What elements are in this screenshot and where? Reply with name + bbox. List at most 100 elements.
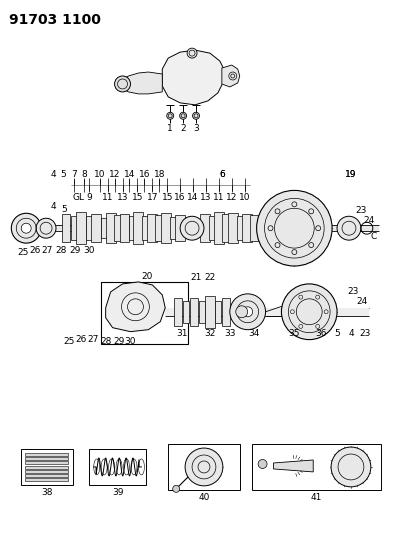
Text: 5: 5 xyxy=(333,329,339,338)
Bar xyxy=(71,216,77,240)
Bar xyxy=(133,212,143,244)
Bar xyxy=(213,212,223,244)
Text: 27: 27 xyxy=(41,246,53,255)
Text: 23: 23 xyxy=(346,287,358,296)
Circle shape xyxy=(166,112,173,119)
Text: 28: 28 xyxy=(100,337,111,346)
Text: 32: 32 xyxy=(204,329,215,338)
Circle shape xyxy=(336,216,360,240)
Polygon shape xyxy=(273,460,312,472)
Bar xyxy=(100,218,106,238)
Bar xyxy=(128,216,134,240)
Bar xyxy=(251,444,380,490)
Circle shape xyxy=(172,486,179,492)
Circle shape xyxy=(184,448,222,486)
Bar xyxy=(236,216,242,240)
Bar xyxy=(25,470,68,473)
Text: 7: 7 xyxy=(71,170,77,179)
Text: 11: 11 xyxy=(101,193,113,202)
Bar xyxy=(76,212,85,244)
Text: 41: 41 xyxy=(310,493,321,502)
Bar xyxy=(25,478,68,481)
Text: 3: 3 xyxy=(192,124,198,133)
Text: 19: 19 xyxy=(344,170,356,179)
Text: 14: 14 xyxy=(124,170,135,179)
Text: 24: 24 xyxy=(355,297,367,306)
Text: 25: 25 xyxy=(63,337,75,346)
Bar xyxy=(142,216,148,240)
Bar xyxy=(221,298,229,326)
Text: 21: 21 xyxy=(190,273,201,282)
Bar xyxy=(161,213,171,243)
Bar xyxy=(215,301,220,322)
Bar xyxy=(21,225,378,231)
Bar xyxy=(227,213,237,243)
Bar xyxy=(205,296,215,328)
Text: 16: 16 xyxy=(174,193,185,202)
Bar xyxy=(25,457,68,460)
Text: 29: 29 xyxy=(69,246,80,255)
Bar xyxy=(62,214,70,242)
Text: C: C xyxy=(370,232,376,241)
Text: 12: 12 xyxy=(225,193,237,202)
Bar xyxy=(25,474,68,477)
Text: 91703 1100: 91703 1100 xyxy=(9,13,101,27)
Text: 9: 9 xyxy=(86,193,91,202)
Text: 34: 34 xyxy=(247,329,259,338)
Bar xyxy=(183,301,188,322)
Text: 8: 8 xyxy=(81,170,87,179)
Text: GL: GL xyxy=(73,193,85,202)
Bar xyxy=(168,444,239,490)
Bar xyxy=(175,215,184,241)
Bar xyxy=(198,301,205,322)
Text: 5: 5 xyxy=(61,205,67,214)
Bar xyxy=(221,214,229,242)
Text: 39: 39 xyxy=(111,488,123,497)
Bar xyxy=(155,215,163,241)
Polygon shape xyxy=(221,65,239,87)
Bar xyxy=(241,214,251,242)
Circle shape xyxy=(179,112,186,119)
Bar xyxy=(25,462,68,464)
Bar xyxy=(170,217,176,239)
Text: 40: 40 xyxy=(198,493,209,502)
Circle shape xyxy=(21,223,31,233)
Circle shape xyxy=(229,294,265,330)
Text: 27: 27 xyxy=(87,335,98,344)
Bar xyxy=(85,216,91,240)
Bar xyxy=(165,308,368,316)
Circle shape xyxy=(114,76,130,92)
Text: 6: 6 xyxy=(219,170,224,179)
Bar xyxy=(249,215,257,241)
Text: 17: 17 xyxy=(146,193,158,202)
Circle shape xyxy=(256,190,331,266)
Text: 30: 30 xyxy=(124,337,136,346)
Bar xyxy=(105,213,115,243)
Text: 6: 6 xyxy=(219,170,224,179)
Bar xyxy=(113,215,121,241)
Text: 36: 36 xyxy=(315,329,326,338)
Circle shape xyxy=(281,284,336,340)
Text: 15: 15 xyxy=(132,193,143,202)
Bar xyxy=(209,216,215,240)
Bar xyxy=(190,298,198,326)
Text: 4: 4 xyxy=(50,202,56,211)
Text: 13: 13 xyxy=(200,193,211,202)
Text: 16: 16 xyxy=(138,170,150,179)
Text: 13: 13 xyxy=(117,193,128,202)
Circle shape xyxy=(192,112,199,119)
Circle shape xyxy=(330,447,370,487)
Text: 19: 19 xyxy=(344,170,356,179)
Circle shape xyxy=(11,213,41,243)
Text: 26: 26 xyxy=(75,335,86,344)
Text: 2: 2 xyxy=(180,124,186,133)
Text: 25: 25 xyxy=(18,247,29,256)
Text: 15: 15 xyxy=(161,193,172,202)
Text: 30: 30 xyxy=(83,246,94,255)
Text: 26: 26 xyxy=(29,246,41,255)
Text: 38: 38 xyxy=(41,488,53,497)
Bar xyxy=(174,298,182,326)
Polygon shape xyxy=(105,282,165,332)
Bar xyxy=(25,465,68,469)
Text: 18: 18 xyxy=(153,170,165,179)
